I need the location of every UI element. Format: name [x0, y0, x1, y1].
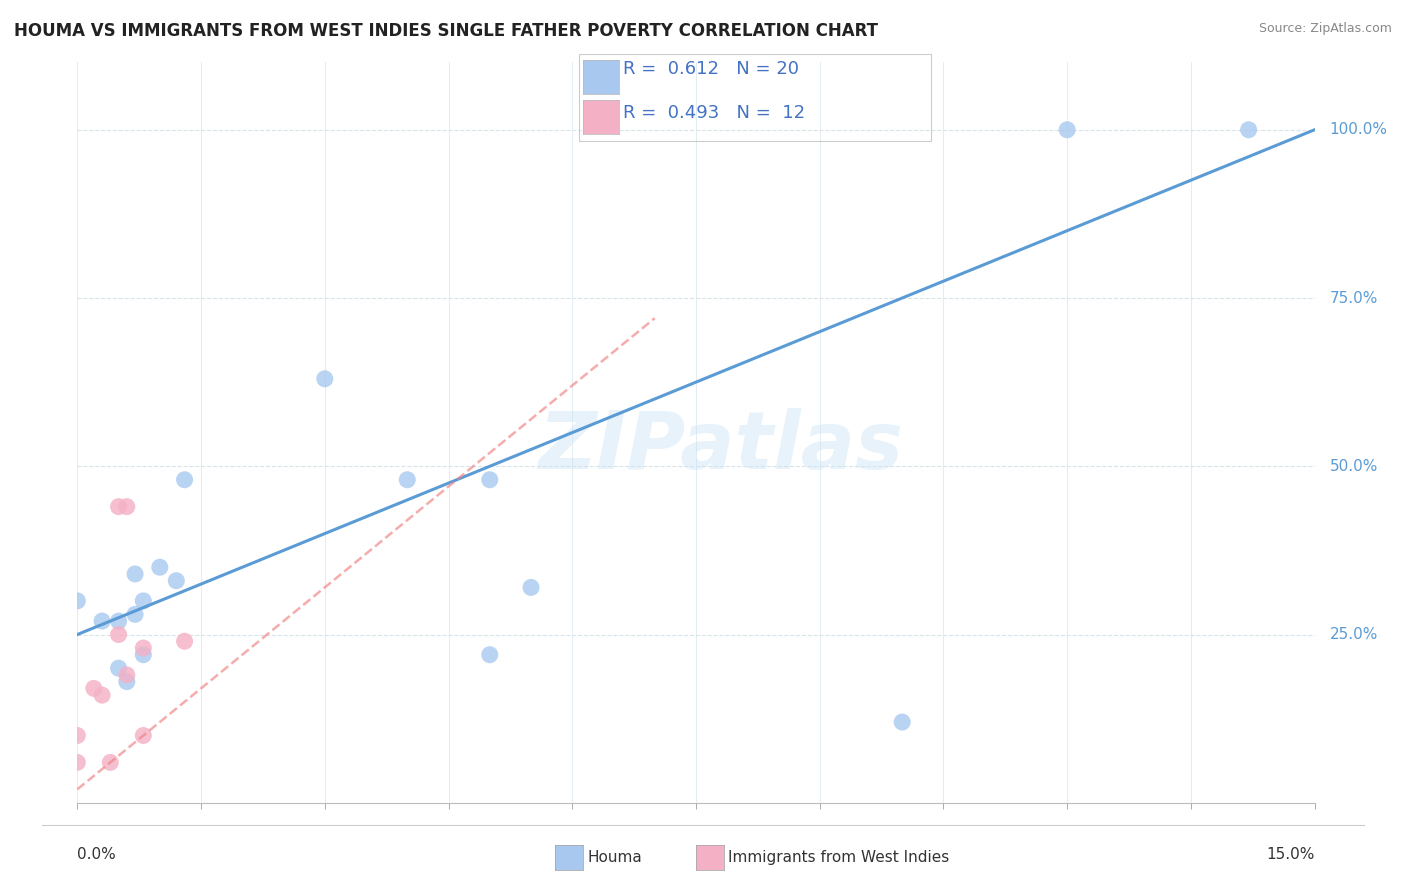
Text: 25.0%: 25.0% — [1330, 627, 1378, 642]
Text: 50.0%: 50.0% — [1330, 458, 1378, 474]
Point — [891, 714, 914, 729]
Point — [173, 473, 195, 487]
Text: R =  0.493   N =  12: R = 0.493 N = 12 — [623, 104, 806, 122]
Point — [124, 607, 146, 622]
Text: Source: ZipAtlas.com: Source: ZipAtlas.com — [1258, 22, 1392, 36]
Text: 100.0%: 100.0% — [1330, 122, 1388, 137]
Text: HOUMA VS IMMIGRANTS FROM WEST INDIES SINGLE FATHER POVERTY CORRELATION CHART: HOUMA VS IMMIGRANTS FROM WEST INDIES SIN… — [14, 22, 879, 40]
Point — [478, 473, 501, 487]
Point — [107, 614, 129, 628]
Point — [1237, 122, 1260, 136]
Point — [115, 500, 138, 514]
Point — [132, 640, 155, 655]
Text: Houma: Houma — [588, 850, 643, 864]
Point — [98, 756, 121, 770]
Text: Immigrants from West Indies: Immigrants from West Indies — [728, 850, 949, 864]
Text: ZIPatlas: ZIPatlas — [538, 409, 903, 486]
Point — [107, 500, 129, 514]
Point — [478, 648, 501, 662]
Text: 15.0%: 15.0% — [1267, 847, 1315, 863]
Point — [66, 756, 89, 770]
Point — [520, 581, 543, 595]
Point — [149, 560, 172, 574]
Point — [314, 372, 336, 386]
Point — [107, 627, 129, 641]
Point — [396, 473, 419, 487]
Point — [132, 729, 155, 743]
Point — [124, 566, 146, 581]
Point — [115, 674, 138, 689]
Point — [132, 594, 155, 608]
Point — [91, 614, 114, 628]
Point — [91, 688, 114, 702]
Text: 0.0%: 0.0% — [77, 847, 117, 863]
Point — [1056, 122, 1078, 136]
Point — [83, 681, 105, 696]
Point — [115, 668, 138, 682]
Point — [173, 634, 195, 648]
Point — [107, 661, 129, 675]
Text: 75.0%: 75.0% — [1330, 291, 1378, 305]
Point — [66, 594, 89, 608]
Point — [165, 574, 187, 588]
Point — [132, 648, 155, 662]
Text: R =  0.612   N = 20: R = 0.612 N = 20 — [623, 60, 799, 78]
Point — [66, 729, 89, 743]
